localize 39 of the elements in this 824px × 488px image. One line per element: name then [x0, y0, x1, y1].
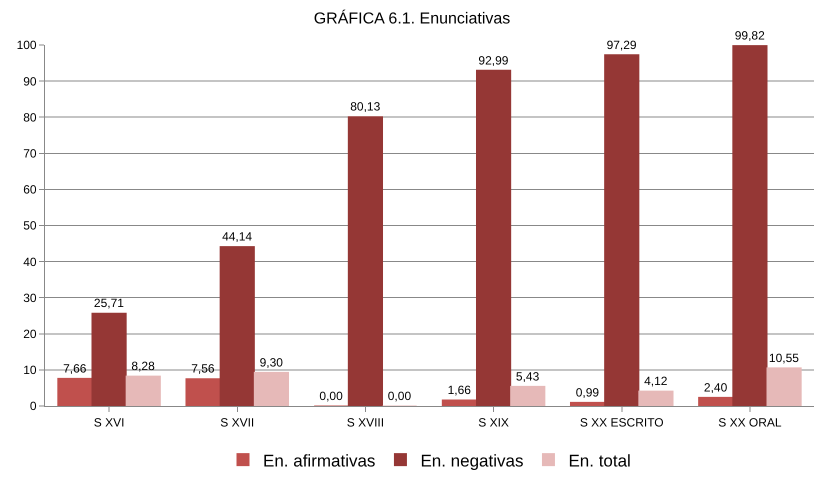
data-label: 9,30 [260, 355, 284, 370]
data-label: 5,43 [516, 369, 540, 384]
data-label: 2,40 [704, 380, 728, 394]
data-label: 0,00 [388, 389, 412, 403]
data-label: 92,99 [478, 53, 509, 68]
y-tick-label: 80 [23, 110, 37, 124]
chart-title: GRÁFICA 6.1. Enunciativas [314, 9, 510, 28]
data-label: 0,00 [319, 389, 344, 403]
x-tick-label: S XVI [94, 415, 124, 430]
y-tick-label: 40 [23, 254, 37, 269]
data-label: 7,56 [191, 362, 215, 376]
legend-label: En. negativas [420, 451, 524, 470]
data-label: 1,66 [448, 383, 472, 398]
data-label: 7,66 [63, 361, 87, 376]
y-tick-label: 90 [23, 74, 37, 88]
data-label: 25,71 [94, 296, 124, 310]
x-tick-label: S XX ORAL [718, 415, 782, 430]
data-label: 4,12 [644, 374, 668, 388]
data-label: 44,14 [222, 230, 252, 244]
y-tick-label: 0 [30, 399, 37, 414]
x-tick-label: S XX ESCRITO [580, 415, 664, 430]
y-tick-label: 50 [23, 218, 37, 233]
legend-label: En. afirmativas [263, 451, 376, 470]
data-label: 10,55 [768, 350, 800, 365]
data-label: 0,99 [576, 385, 600, 400]
y-tick-label: 10 [23, 363, 37, 378]
data-label: 8,28 [131, 359, 156, 374]
x-tick-label: S XVIII [346, 415, 384, 430]
y-tick-label: 100 [16, 38, 37, 52]
y-tick-label: 30 [23, 290, 37, 305]
data-label: 97,29 [606, 38, 637, 52]
data-label: 80,13 [350, 100, 381, 114]
y-tick-label: 70 [23, 146, 37, 160]
x-tick-label: S XVII [220, 415, 254, 430]
data-label: 99,82 [734, 28, 766, 43]
y-tick-label: 20 [23, 327, 37, 341]
legend-label: En. total [568, 451, 631, 470]
y-tick-label: 60 [23, 182, 37, 197]
x-tick-label: S XIX [478, 415, 509, 430]
